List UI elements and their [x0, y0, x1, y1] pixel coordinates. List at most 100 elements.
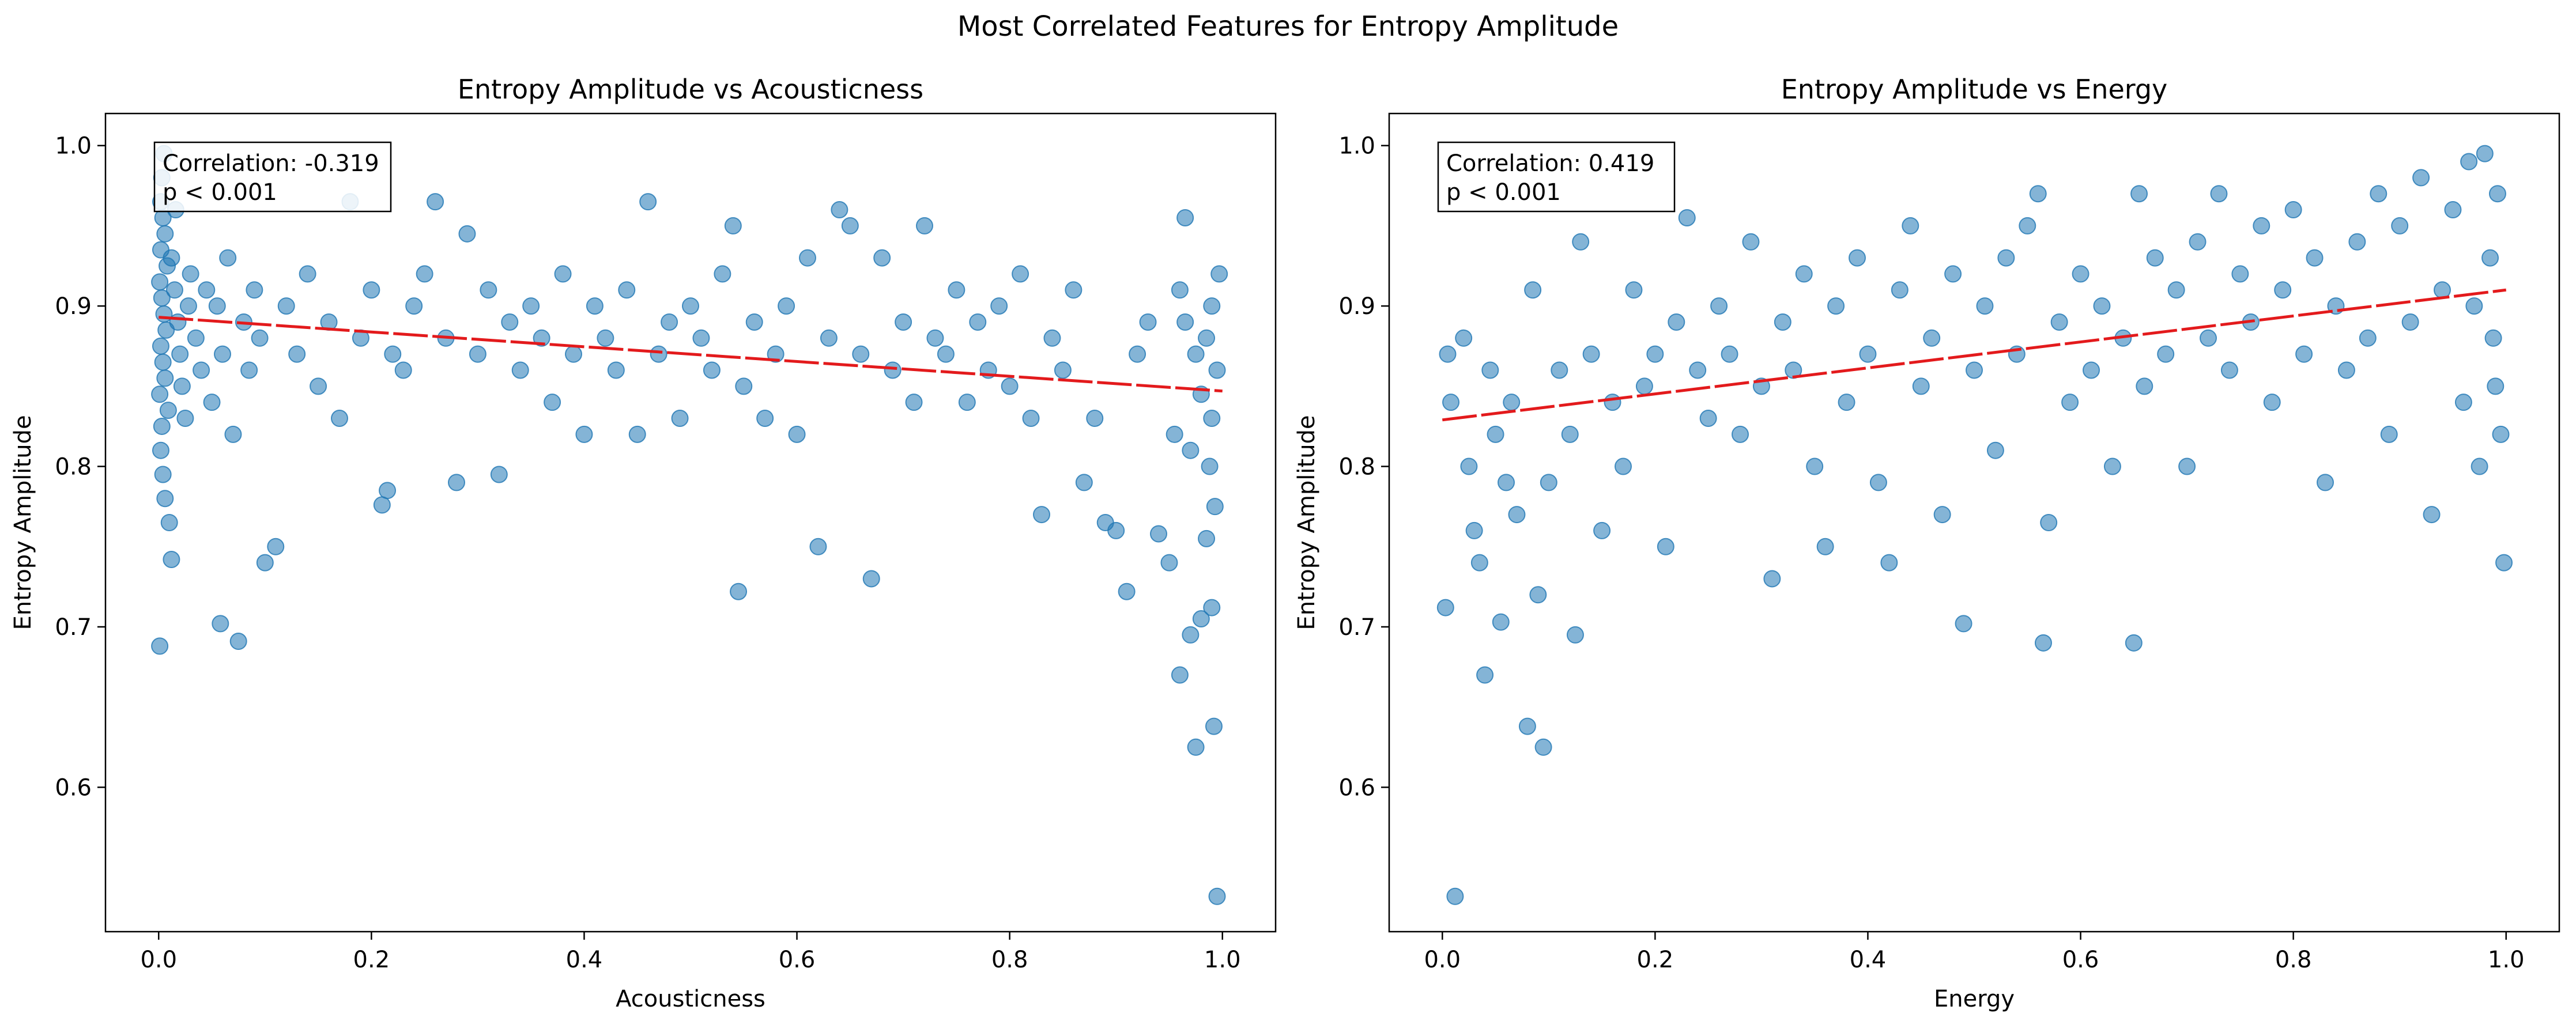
data-point [198, 281, 216, 299]
y-tick-label: 0.6 [55, 774, 92, 801]
data-point [480, 281, 497, 299]
data-point [458, 225, 476, 243]
data-point [809, 538, 827, 555]
data-point [156, 369, 174, 387]
data-point [277, 297, 295, 315]
data-point [1816, 538, 1834, 555]
data-point [905, 394, 923, 411]
data-point [2093, 297, 2111, 315]
data-point [852, 345, 870, 363]
data-point [1192, 610, 1210, 628]
correlation-annotation: Correlation: 0.419 [1446, 150, 1654, 177]
data-point [586, 297, 604, 315]
data-point [661, 313, 678, 331]
data-point [229, 633, 247, 650]
x-tick-label: 0.8 [2275, 947, 2312, 973]
data-point [1107, 521, 1125, 539]
data-point [490, 466, 508, 483]
data-point [2359, 329, 2377, 347]
data-point [1065, 281, 1083, 299]
data-point [1997, 249, 2015, 267]
chart-title: Entropy Amplitude vs Acousticness [458, 74, 923, 105]
annotation-box [1437, 141, 1676, 213]
data-point [1827, 297, 1845, 315]
data-point [1699, 410, 1717, 428]
data-point [2189, 233, 2207, 251]
data-point [2337, 361, 2355, 379]
data-point [1481, 361, 1499, 379]
data-point [1678, 209, 1696, 226]
y-axis-label: Entropy Amplitude [10, 415, 36, 630]
data-point [1668, 313, 1685, 331]
pvalue-annotation: p < 0.001 [163, 179, 277, 206]
data-point [1518, 717, 1536, 735]
data-point [554, 265, 572, 283]
data-point [469, 345, 486, 363]
data-point [1635, 377, 1653, 395]
data-point [2484, 329, 2502, 347]
data-point [948, 281, 965, 299]
data-point [394, 361, 412, 379]
data-point [176, 410, 194, 428]
data-point [2210, 185, 2228, 203]
data-point [1540, 474, 1557, 491]
trend-line [159, 316, 1223, 393]
data-point [767, 345, 785, 363]
data-point [1187, 345, 1205, 363]
data-point [416, 265, 433, 283]
data-point [2492, 425, 2510, 443]
data-point [1043, 329, 1061, 347]
data-point [2401, 313, 2419, 331]
data-point [682, 297, 699, 315]
data-point [2481, 249, 2499, 267]
y-tick-label: 0.7 [1338, 614, 1375, 641]
data-point [1129, 345, 1146, 363]
data-point [1508, 506, 1526, 524]
data-point [1176, 313, 1194, 331]
data-point [310, 377, 327, 395]
chart-title: Entropy Amplitude vs Energy [1781, 74, 2168, 105]
data-point [2019, 217, 2036, 234]
data-point [1572, 233, 1590, 251]
plot-frame [104, 112, 1277, 933]
data-point [650, 345, 667, 363]
data-point [1912, 377, 1930, 395]
data-point [1524, 281, 1542, 299]
data-point [1476, 666, 1494, 684]
data-point [745, 313, 763, 331]
data-point [820, 329, 838, 347]
data-point [2274, 281, 2292, 299]
data-point [916, 217, 933, 234]
data-point [1205, 717, 1223, 735]
data-point [1859, 345, 1877, 363]
data-point [187, 329, 205, 347]
data-point [1118, 583, 1136, 600]
data-point [1492, 613, 1510, 631]
data-point [1001, 377, 1019, 395]
data-point [1446, 887, 1464, 905]
x-tick-label: 0.6 [2062, 947, 2099, 973]
data-point [735, 377, 753, 395]
data-point [1615, 457, 1632, 475]
x-tick-label: 0.4 [1850, 947, 1887, 973]
data-point [427, 193, 444, 211]
data-point [714, 265, 731, 283]
data-point [2380, 425, 2398, 443]
data-point [214, 345, 231, 363]
data-point [2391, 217, 2409, 234]
data-point [1198, 329, 1216, 347]
data-point [1976, 297, 1994, 315]
data-point [937, 345, 955, 363]
data-point [958, 394, 976, 411]
data-point [2476, 145, 2494, 162]
data-point [2061, 394, 2079, 411]
data-point [1150, 525, 1167, 543]
data-point [2471, 457, 2488, 475]
correlation-annotation: Correlation: -0.319 [163, 150, 379, 177]
data-point [639, 193, 657, 211]
data-point [2370, 185, 2388, 203]
data-point [1054, 361, 1072, 379]
data-point [778, 297, 795, 315]
plot-frame [1388, 112, 2560, 933]
data-point [2295, 345, 2313, 363]
